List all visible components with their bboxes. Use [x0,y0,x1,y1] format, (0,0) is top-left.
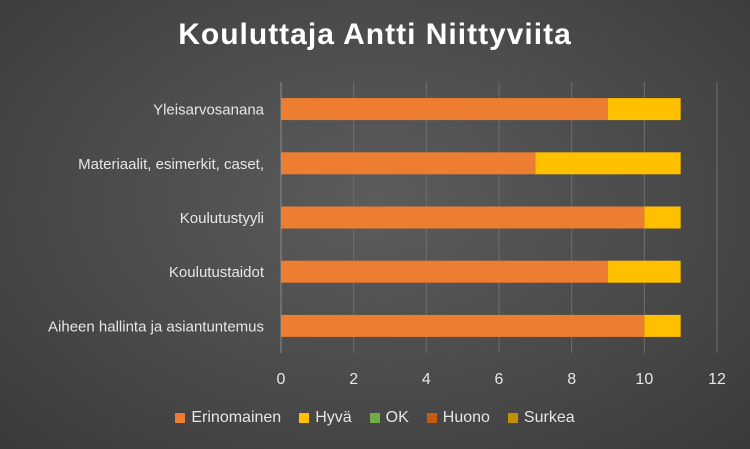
x-tick-label: 8 [567,371,576,388]
plot-area: 0 2 4 6 8 10 12 Yleisarvosanana Materiaalit, esi… [48,82,726,388]
legend-label: Huono [442,409,490,426]
legend-swatch [175,413,186,423]
legend-swatch [507,413,518,423]
bar-erinomainen [281,260,608,283]
bar-erinomainen [281,152,536,175]
legend-item: Surkea [507,409,575,427]
category-label: Materiaalit, esimerkit, caset, [78,156,264,173]
legend-label: Hyvä [315,409,352,426]
legend-item: OK [369,409,409,427]
bar-erinomainen [281,98,608,121]
bar-erinomainen [281,314,645,337]
x-tick-label: 12 [708,371,726,388]
bar-hyvä [535,152,681,175]
legend-swatch [299,413,310,423]
x-tick-label: 10 [635,371,653,388]
x-tick-label: 0 [277,371,286,388]
category-label: Aiheen hallinta ja asiantuntemus [48,318,264,335]
x-tick-label: 4 [422,371,431,388]
bar-hyvä [644,206,681,229]
category-label: Yleisarvosanana [153,102,265,119]
bar-hyvä [608,98,681,121]
chart-title: Kouluttaja Antti Niittyviita [178,18,572,51]
x-tick-label: 2 [349,371,358,388]
category-label: Koulutustyyli [180,210,264,227]
legend-item: Hyvä [299,409,352,427]
legend-swatch [369,413,380,423]
x-tick-label: 6 [495,371,504,388]
legend-item: Huono [426,409,490,427]
legend-item: Erinomainen [175,409,281,427]
legend-label: Erinomainen [191,409,282,426]
legend-swatch [426,413,437,423]
category-label: Koulutustaidot [169,264,265,281]
bar-erinomainen [281,206,645,229]
bar-hyvä [644,314,681,337]
legend: Erinomainen Hyvä OK Huono Surkea [0,409,750,427]
legend-label: OK [385,409,409,426]
bar-hyvä [608,260,681,283]
legend-label: Surkea [523,409,575,426]
